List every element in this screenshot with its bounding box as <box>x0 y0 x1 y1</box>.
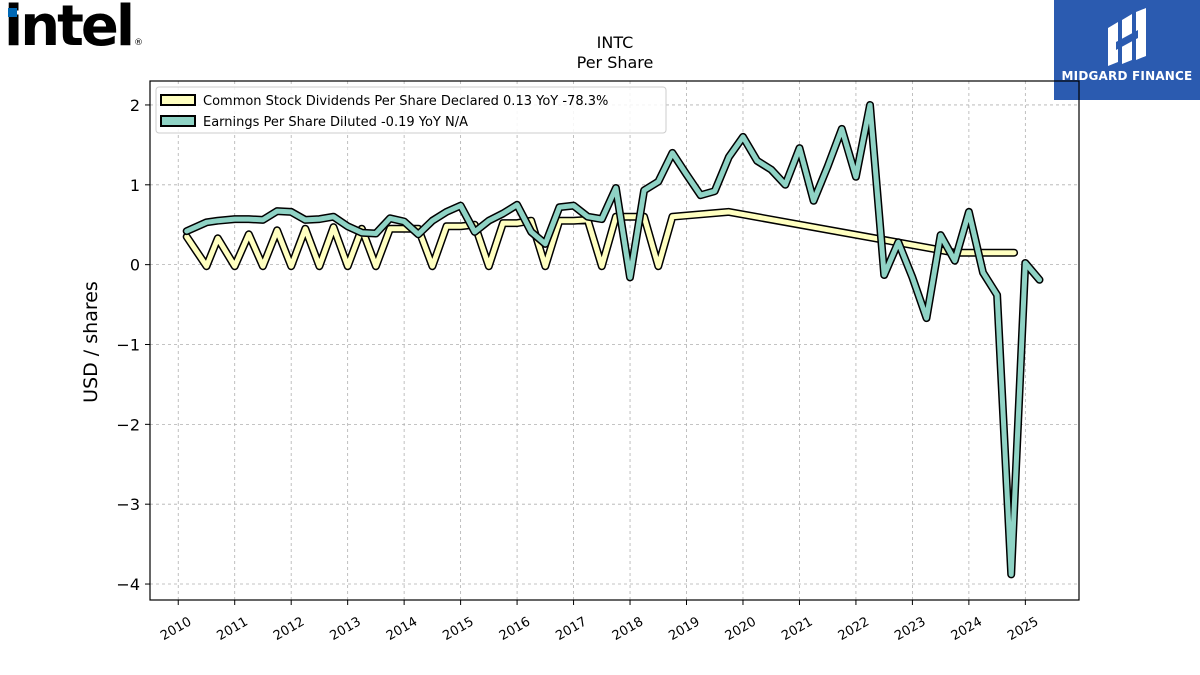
x-tick-label: 2010 <box>158 614 194 644</box>
midgard-logo-icon <box>1108 8 1146 66</box>
chart-title: INTC <box>597 33 634 52</box>
y-tick-label: 1 <box>130 176 140 195</box>
y-tick-label: 0 <box>130 256 140 275</box>
x-tick-label: 2024 <box>949 614 985 644</box>
x-tick-label: 2019 <box>666 614 702 644</box>
series-layer <box>182 101 1044 579</box>
y-tick-label: 2 <box>130 96 140 115</box>
legend-swatch-0 <box>160 94 196 106</box>
x-tick-label: 2018 <box>610 614 646 644</box>
legend-swatch-1 <box>160 115 196 127</box>
legend-label-0: Common Stock Dividends Per Share Declare… <box>203 94 608 109</box>
x-ticks: 2010 2011 2012 2013 2014 2015 2016 2017 2018 2019… <box>158 600 1041 644</box>
brand-name: MIDGARD FINANCE <box>1061 69 1193 83</box>
x-tick-label: 2022 <box>836 614 872 644</box>
series-1-line <box>184 102 1042 577</box>
registered-mark: ® <box>134 38 144 48</box>
x-tick-label: 2014 <box>384 614 420 644</box>
y-tick-label: −4 <box>116 575 140 594</box>
x-tick-label: 2016 <box>497 614 533 644</box>
intel-logo-dot <box>8 8 17 17</box>
chart-subtitle: Per Share <box>577 53 654 72</box>
x-tick-label: 2020 <box>723 614 759 644</box>
x-tick-label: 2021 <box>779 614 815 644</box>
y-tick-label: −1 <box>116 335 140 354</box>
y-tick-label: −2 <box>116 415 140 434</box>
intel-logo: intel ® <box>4 0 143 59</box>
legend-box <box>155 86 667 134</box>
x-tick-label: 2013 <box>327 614 363 644</box>
y-tick-label: −3 <box>116 495 140 514</box>
x-tick-label: 2023 <box>892 614 928 644</box>
x-tick-label: 2012 <box>271 614 307 644</box>
x-tick-label: 2017 <box>553 614 589 644</box>
legend: Common Stock Dividends Per Share Declare… <box>155 86 667 134</box>
grid <box>150 81 1079 600</box>
x-tick-label: 2015 <box>440 614 476 644</box>
x-tick-label: 2011 <box>215 614 251 644</box>
midgard-finance-logo: MIDGARD FINANCE <box>1054 0 1200 100</box>
y-axis-label: USD / shares <box>80 281 102 403</box>
plot-frame <box>149 80 1080 601</box>
y-ticks: 2 1 0 −1 −2 −3 −4 <box>116 96 150 594</box>
legend-label-1: Earnings Per Share Diluted -0.19 YoY N/A <box>203 115 468 130</box>
intel-logo-text: intel <box>4 0 135 59</box>
x-tick-label: 2025 <box>1005 614 1041 644</box>
